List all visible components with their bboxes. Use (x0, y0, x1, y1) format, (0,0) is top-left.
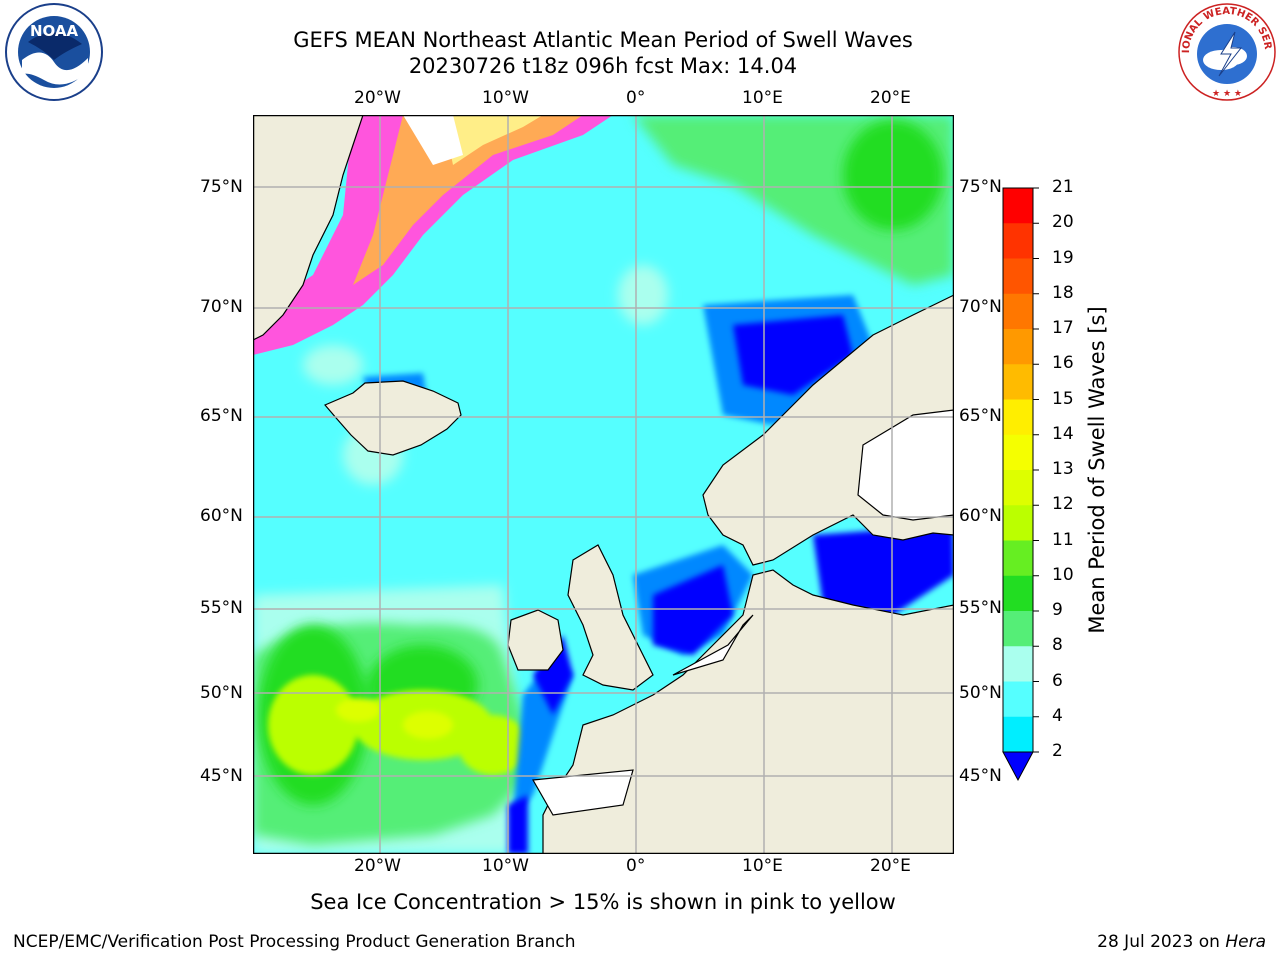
lat-label-left: 55°N (200, 598, 243, 618)
colorbar-label: 18 (1052, 282, 1074, 303)
lat-label-right: 50°N (959, 683, 1002, 703)
lat-label-left: 65°N (200, 406, 243, 426)
colorbar-segment (1003, 575, 1033, 612)
colorbar-label: 8 (1052, 635, 1063, 656)
colorbar-label: 19 (1052, 247, 1074, 268)
colorbar-label: 20 (1052, 212, 1074, 233)
colorbar-label: 12 (1052, 494, 1074, 515)
lat-label-left: 50°N (200, 683, 243, 703)
colorbar-label: 16 (1052, 353, 1074, 374)
colorbar-segment (1003, 399, 1033, 436)
graticule (253, 115, 954, 854)
colorbar-extend-triangle (1002, 751, 1034, 782)
chart-subtitle: 20230726 t18z 096h fcst Max: 14.04 (408, 54, 798, 78)
swell-11-13s-areas (268, 675, 528, 775)
lon-label-bottom: 20°E (870, 856, 911, 876)
ireland (507, 609, 564, 671)
map-caption: Sea Ice Concentration > 15% is shown in … (310, 890, 896, 914)
colorbar-label: 11 (1052, 529, 1074, 550)
colorbar-label: 14 (1052, 423, 1074, 444)
colorbar-segment (1003, 258, 1033, 295)
colorbar-segment (1003, 611, 1033, 647)
colorbar-segment (1003, 293, 1033, 330)
great-britain (567, 544, 654, 691)
lat-label-right: 60°N (959, 506, 1002, 526)
footer-machine: Hera (1225, 932, 1266, 952)
lon-label-bottom: 0° (626, 856, 646, 876)
sea-ice-area (253, 115, 613, 355)
chart-title: GEFS MEAN Northeast Atlantic Mean Period… (293, 28, 913, 52)
colorbar-segment (1003, 716, 1033, 753)
colorbar-segment (1003, 434, 1033, 471)
lon-label-bottom: 20°W (354, 856, 401, 876)
noaa-logo: NOAA (5, 3, 103, 101)
lat-label-left: 45°N (200, 766, 243, 786)
swell-13-14s-areas (336, 698, 453, 739)
map-panel (253, 115, 954, 854)
lat-label-right: 45°N (959, 766, 1002, 786)
nws-logo: NATIONAL WEATHER SERVICE ★ ★ ★ (1177, 2, 1276, 101)
colorbar-title: Mean Period of Swell Waves [s] (1085, 306, 1109, 634)
colorbar-segment (1003, 681, 1033, 718)
colorbar-segment (1003, 188, 1033, 224)
lat-label-right: 65°N (959, 406, 1002, 426)
colorbar-label: 10 (1052, 564, 1074, 585)
lat-label-right: 70°N (959, 297, 1002, 317)
colorbar-label: 21 (1052, 177, 1074, 197)
lat-label-left: 70°N (200, 297, 243, 317)
greenland (253, 115, 364, 341)
iceland (324, 380, 462, 456)
lat-label-left: 60°N (200, 506, 243, 526)
colorbar-segment (1003, 364, 1033, 400)
footer-date-text: 28 Jul 2023 on (1097, 932, 1220, 952)
lat-label-left: 75°N (200, 177, 243, 197)
svg-text:NOAA: NOAA (30, 22, 79, 40)
lon-label-top: 20°E (870, 88, 911, 108)
colorbar-segment (1003, 505, 1033, 541)
colorbar-segment (1003, 223, 1033, 259)
colorbar-label: 17 (1052, 318, 1074, 338)
lon-label-top: 20°W (354, 88, 401, 108)
colorbar-label: 2 (1052, 741, 1063, 761)
lon-label-top: 10°W (482, 88, 529, 108)
lon-label-bottom: 10°E (742, 856, 783, 876)
colorbar-segment (1003, 646, 1033, 682)
colorbar (1002, 187, 1039, 782)
colorbar-label: 15 (1052, 388, 1074, 409)
lon-label-bottom: 10°W (482, 856, 529, 876)
colorbar-label: 13 (1052, 459, 1074, 479)
footer-credit: NCEP/EMC/Verification Post Processing Pr… (13, 932, 576, 952)
colorbar-segment (1003, 540, 1033, 577)
lon-label-top: 0° (626, 88, 646, 108)
svg-text:★ ★ ★: ★ ★ ★ (1212, 89, 1242, 99)
lon-label-top: 10°E (742, 88, 783, 108)
continental-europe (542, 569, 954, 854)
lat-label-right: 55°N (959, 598, 1002, 618)
colorbar-label: 9 (1052, 600, 1063, 620)
colorbar-segment (1003, 329, 1033, 365)
footer-date: 28 Jul 2023 on Hera (1097, 932, 1266, 952)
colorbar-label: 4 (1052, 705, 1063, 726)
lat-label-right: 75°N (959, 177, 1002, 197)
colorbar-segment (1003, 470, 1033, 506)
colorbar-label: 6 (1052, 670, 1063, 691)
